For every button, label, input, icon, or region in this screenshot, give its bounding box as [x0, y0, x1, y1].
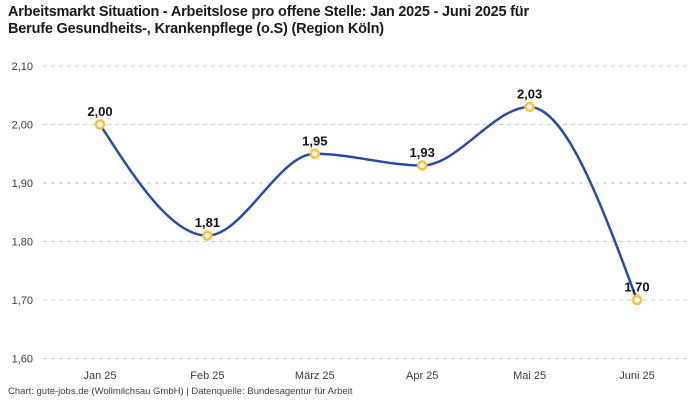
x-tick-label: Apr 25 [406, 370, 438, 382]
chart-title-line-1: Arbeitsmarkt Situation - Arbeitslose pro… [8, 4, 529, 20]
data-point-marker [202, 230, 213, 241]
x-tick-label: Feb 25 [190, 370, 224, 382]
chart-credit: Chart: gute-jobs.de (Wollmilchsau GmbH) … [8, 386, 353, 397]
data-point-label: 2,00 [87, 104, 112, 119]
y-tick-label: 1,90 [12, 178, 33, 190]
series-layer [98, 105, 639, 302]
chart-title-line-2: Berufe Gesundheits-, Krankenpflege (o.S)… [8, 21, 384, 37]
series-line [98, 105, 639, 302]
data-point-label: 1,93 [410, 145, 435, 160]
data-point-marker [309, 148, 321, 159]
point-labels-layer: 2,00 1,81 1,95 1,93 2,03 1,70 [87, 86, 649, 294]
x-axis-labels: Jan 25 Feb 25 März 25 Apr 25 Mai 25 Juni 25 [83, 370, 654, 382]
data-point-label: 2,03 [517, 86, 542, 101]
x-tick-label: März 25 [295, 370, 335, 382]
data-point-marker [524, 101, 535, 113]
y-tick-label: 1,70 [12, 295, 33, 307]
y-tick-label: 2,10 [12, 61, 33, 73]
gridlines-layer [43, 65, 690, 359]
data-point-label: 1,70 [624, 280, 649, 295]
x-tick-label: Mai 25 [513, 370, 546, 382]
x-tick-label: Jan 25 [83, 370, 116, 382]
y-tick-label: 1,60 [12, 354, 33, 366]
data-point-label: 1,81 [195, 215, 220, 230]
data-point-label: 1,95 [302, 133, 327, 148]
data-point-marker [416, 160, 428, 171]
x-tick-label: Juni 25 [619, 370, 654, 382]
data-point-marker [631, 294, 643, 306]
chart-title: Arbeitsmarkt Situation - Arbeitslose pro… [8, 4, 692, 38]
y-tick-label: 1,80 [12, 237, 33, 249]
markers-layer [94, 101, 643, 306]
y-tick-label: 2,00 [12, 120, 33, 132]
data-point-marker [94, 119, 106, 130]
y-axis-labels: 2,10 2,00 1,90 1,80 1,70 1,60 [12, 61, 33, 366]
